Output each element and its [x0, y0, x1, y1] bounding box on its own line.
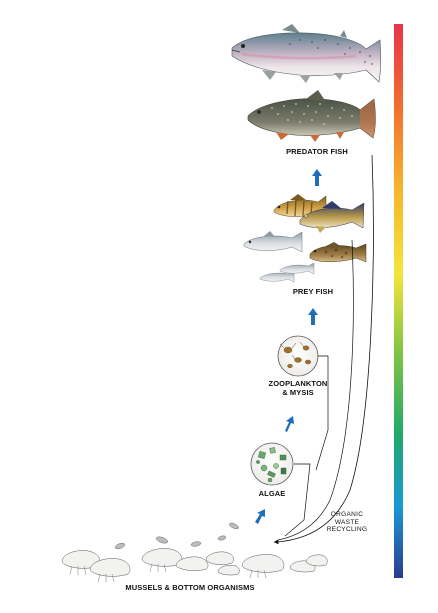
smelt-icon	[259, 262, 315, 283]
arrow-up-icon	[285, 416, 294, 432]
mussel-icon	[241, 554, 285, 579]
predator-recycling-line	[273, 154, 374, 545]
predator-fish-label-box: PREDATOR FISH	[286, 147, 348, 156]
mussel-icon	[205, 551, 234, 565]
salmon-icon	[231, 24, 381, 83]
mussels-label-box: MUSSELS & BOTTOM ORGANISMS	[125, 583, 255, 592]
arrow-up-icon	[308, 308, 318, 325]
algae-recycling-line	[284, 463, 311, 537]
prey-fish-label-box: PREY FISH	[292, 287, 334, 296]
zooplankton-recycling-line	[315, 355, 329, 471]
zooplankton-label-box: ZOOPLANKTON & MYSIS	[268, 379, 328, 397]
arrow-up-icon	[255, 509, 265, 524]
predator-fish-label: PREDATOR FISH	[286, 147, 348, 156]
algae-icon	[250, 442, 294, 486]
mussel-icon	[175, 556, 209, 571]
organic-label-line1: ORGANIC	[330, 511, 364, 518]
prey-fish-label: PREY FISH	[292, 287, 334, 296]
mussel-icon	[217, 565, 240, 576]
mussel-bed	[61, 548, 328, 583]
zooplankton-label-line2: & MYSIS	[282, 388, 314, 397]
algae-label-box: ALGAE	[258, 489, 286, 498]
walleye-icon	[299, 201, 365, 233]
goby-icon	[309, 242, 367, 263]
mussel-icon	[61, 550, 101, 576]
mussel-icon	[89, 558, 131, 583]
organic-recycling-label-box: ORGANIC WASTE RECYCLING	[326, 511, 368, 533]
zooplankton-icon	[277, 335, 319, 377]
bottom-organisms	[115, 522, 239, 550]
organic-label-line2: WASTE	[334, 518, 360, 526]
arrow-up-icon	[312, 169, 322, 186]
prey-recycling-line	[277, 239, 354, 541]
mussels-label: MUSSELS & BOTTOM ORGANISMS	[125, 583, 255, 592]
lake-trout-icon	[247, 90, 376, 142]
mussel-icon	[305, 554, 328, 567]
algae-label: ALGAE	[258, 489, 286, 498]
trophic-spectrum-bar	[394, 24, 403, 578]
zooplankton-label-line1: ZOOPLANKTON	[268, 379, 328, 388]
whitefish-icon	[243, 231, 303, 253]
mussel-icon	[141, 548, 183, 573]
organic-label-line3: RECYCLING	[326, 526, 368, 533]
